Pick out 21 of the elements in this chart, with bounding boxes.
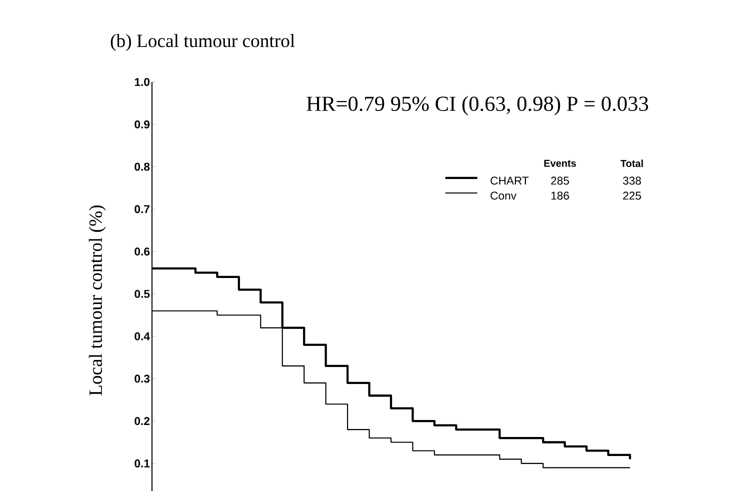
annotation: 225 xyxy=(623,192,641,200)
y-tick-label: 0.3 xyxy=(134,374,150,383)
y-tick-label: 1.0 xyxy=(134,78,150,86)
y-tick-label: 0.4 xyxy=(134,332,150,340)
annotation: Events xyxy=(544,160,576,167)
y-tick-label: 0.8 xyxy=(134,162,150,171)
y-tick-label: 0.9 xyxy=(134,120,150,128)
y-axis-title: Local tumour control (%) xyxy=(88,205,106,396)
annotation: 338 xyxy=(622,176,641,185)
y-tick-label: 0.1 xyxy=(134,459,150,468)
y-tick-label: 0.5 xyxy=(134,290,150,298)
y-tick-label: 0.2 xyxy=(134,417,150,426)
annotation: 186 xyxy=(551,192,569,200)
legend-label: Conv xyxy=(490,192,516,200)
y-tick-label: 0.6 xyxy=(134,248,150,256)
annotation: HR=0.79 95% CI (0.63, 0.98) P = 0.033 xyxy=(306,96,648,116)
annotation: Total xyxy=(620,160,643,167)
chart-title: (b) Local tumour control xyxy=(110,34,295,51)
y-tick-label: 0.7 xyxy=(134,205,150,214)
annotation: 285 xyxy=(551,176,569,185)
legend-label: CHART xyxy=(490,176,529,185)
